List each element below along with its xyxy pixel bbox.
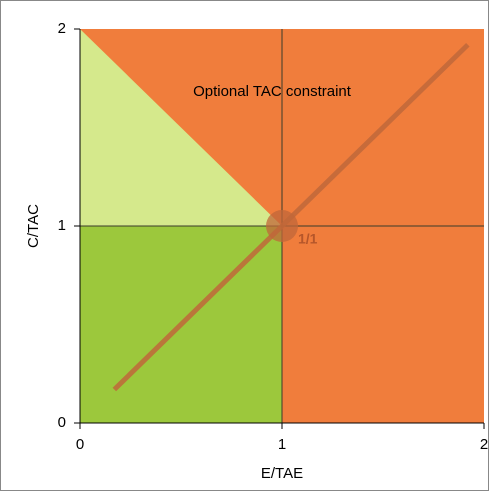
annotation: 1/1 [298,231,318,247]
y-tick-label: 1 [58,217,66,234]
reference-point [266,210,298,242]
x-tick-label: 2 [480,436,488,453]
y-axis-label: C/TAC [25,204,42,248]
y-tick-label: 0 [58,414,66,431]
x-axis-label: E/TAE [261,465,303,482]
y-tick-label: 2 [58,20,66,37]
x-tick-label: 1 [278,436,286,453]
zone-light-green [80,29,282,226]
x-tick-label: 0 [76,436,84,453]
annotation: Optional TAC constraint [193,83,352,100]
